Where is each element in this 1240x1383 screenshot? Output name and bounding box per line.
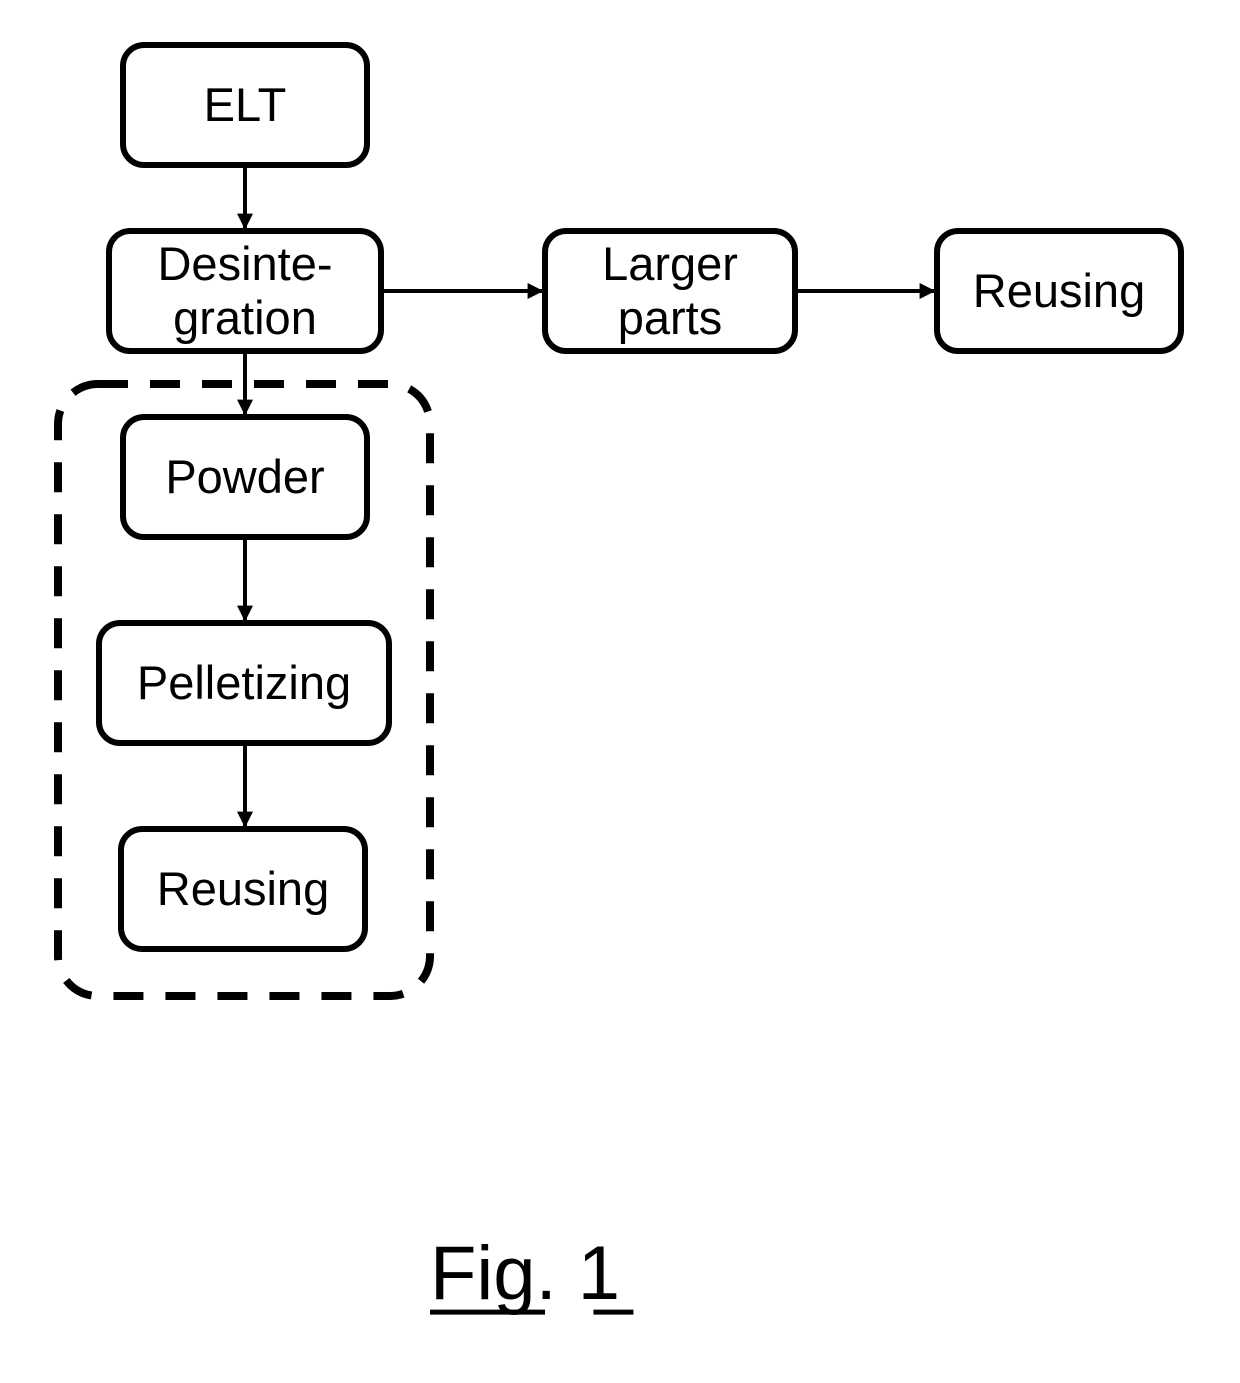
figure-label: Fig. 1 — [430, 1230, 620, 1317]
node-label: Reusing — [157, 862, 329, 916]
node-label: Pelletizing — [137, 656, 351, 710]
node-label: ELT — [204, 78, 287, 132]
node-label: Reusing — [973, 264, 1145, 318]
node-elt: ELT — [120, 42, 370, 168]
node-reusing_b: Reusing — [118, 826, 368, 952]
node-reusing_r: Reusing — [934, 228, 1184, 354]
node-desint: Desinte- gration — [106, 228, 384, 354]
node-label: Desinte- gration — [157, 237, 332, 345]
node-pelletizing: Pelletizing — [96, 620, 392, 746]
figure-label-text: Fig. 1 — [430, 1231, 620, 1316]
node-label: Powder — [165, 450, 324, 504]
node-larger: Larger parts — [542, 228, 798, 354]
node-label: Larger parts — [602, 237, 738, 345]
node-powder: Powder — [120, 414, 370, 540]
